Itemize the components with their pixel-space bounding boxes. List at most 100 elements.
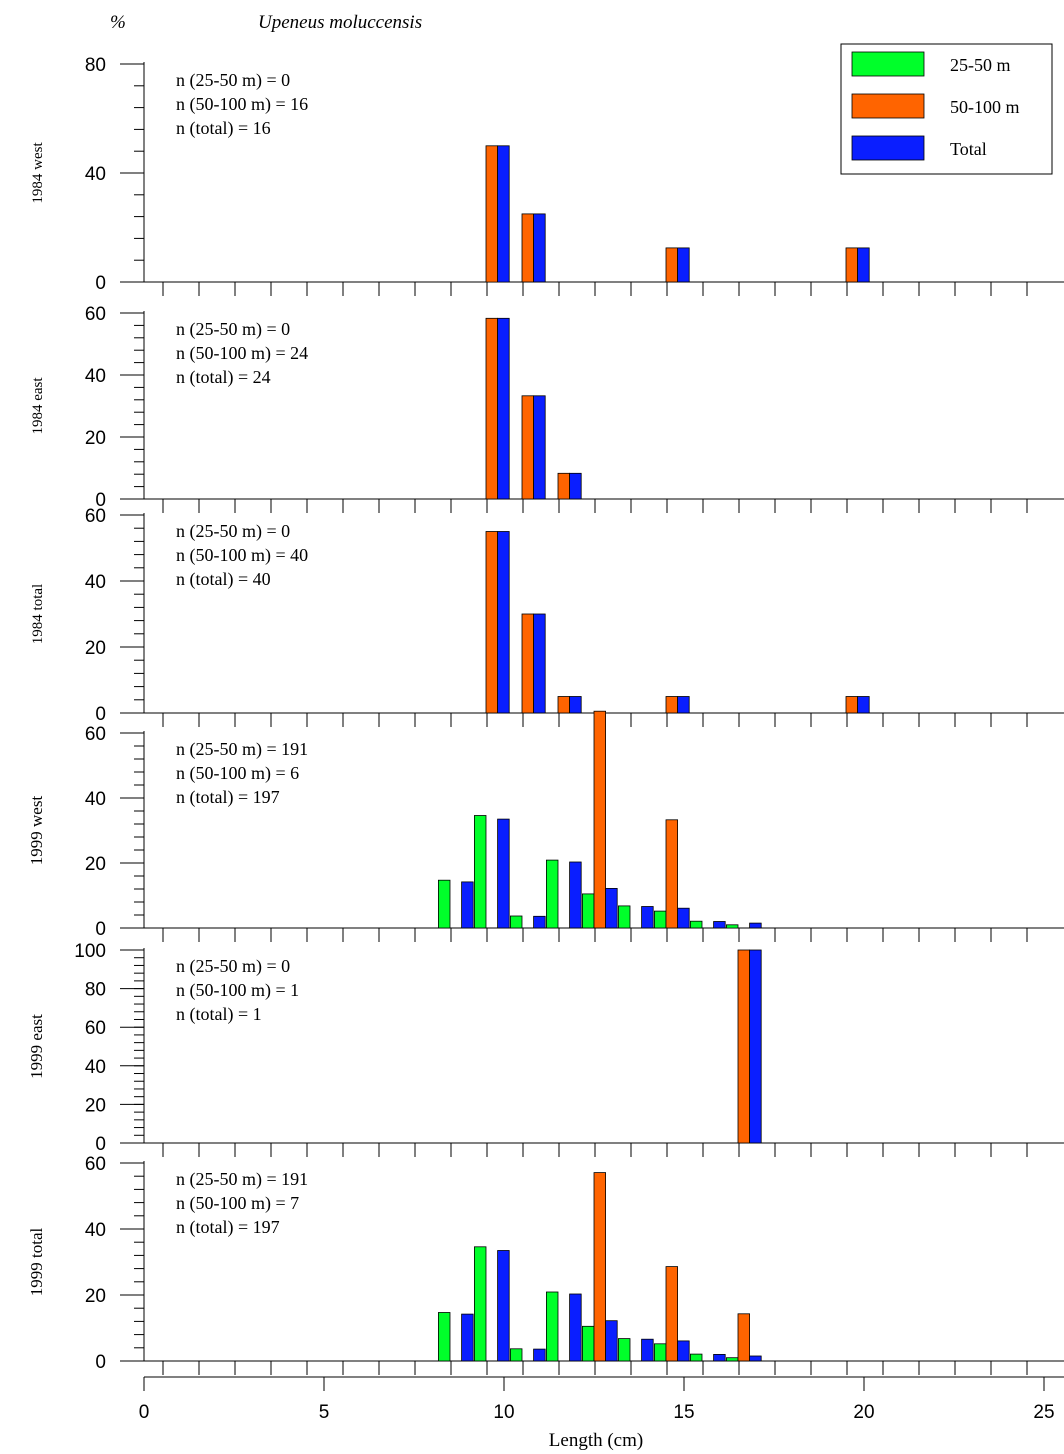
bar-total	[461, 881, 474, 929]
bar-25-50-m	[473, 815, 487, 929]
y-tick-label: 60	[85, 304, 106, 325]
bar-total	[497, 531, 510, 714]
bar-50-100-m	[593, 1172, 607, 1362]
bar-25-50-m	[618, 1338, 631, 1362]
bar-50-100-m	[557, 696, 571, 714]
x-tick-label: 15	[673, 1402, 694, 1423]
bar-25-50-m	[473, 1246, 487, 1362]
bar-25-50-m	[546, 1291, 559, 1362]
bar-25-50-m	[690, 1353, 703, 1362]
bar-25-50-m	[654, 1343, 667, 1362]
y-tick-label: 20	[85, 428, 106, 449]
bar-total	[857, 696, 870, 714]
count-label: n (50-100 m) = 6	[176, 763, 299, 784]
bar-total	[677, 907, 690, 929]
bar-25-50-m	[437, 879, 451, 929]
panel-5: 0 20 40 60 80 100 1999 east n (25-50 m) = 0 n (5…	[27, 941, 1064, 1157]
y-tick-label: 80	[85, 55, 106, 76]
bar-total	[497, 818, 510, 929]
y-axis-label: 1984 east	[30, 377, 46, 435]
bar-total	[533, 915, 546, 929]
bar-total	[533, 213, 546, 283]
panel-1: 0 40 80 1984 west n (25-50 m) = 0 n (50-100 m…	[30, 55, 1064, 296]
y-tick-label: 0	[95, 490, 106, 511]
bar-25-50-m	[509, 915, 523, 929]
bar-50-100-m	[665, 247, 679, 283]
y-axis-label: 1984 west	[30, 142, 46, 204]
bar-25-50-m	[726, 1357, 739, 1362]
bar-50-100-m	[665, 1266, 679, 1362]
percent-label: %	[110, 12, 126, 33]
bar-total	[713, 921, 726, 929]
bar-total	[749, 949, 762, 1144]
bar-total	[605, 1320, 618, 1362]
y-tick-label: 20	[85, 638, 106, 659]
count-label: n (total) = 24	[176, 367, 271, 388]
x-axis-label: Length (cm)	[549, 1430, 643, 1451]
count-label: n (total) = 197	[176, 787, 280, 808]
bar-25-50-m	[582, 1325, 595, 1362]
bar-total	[677, 696, 690, 714]
x-tick-label: 10	[493, 1402, 514, 1423]
y-tick-label: 80	[85, 980, 106, 1001]
y-tick-label: 20	[85, 1095, 106, 1116]
panel-4: 0 20 40 60 1999 west n (25-50 m) = 191 n (50-1…	[27, 710, 1064, 942]
bar-total	[497, 145, 510, 283]
y-axis-label: 1984 total	[30, 584, 46, 644]
y-tick-label: 60	[85, 724, 106, 745]
panel-6: 0 20 40 60 1999 total n (25-50 m) = 191 n (50-…	[27, 1154, 1064, 1375]
bar-total	[605, 888, 618, 929]
bar-total	[497, 317, 510, 500]
bar-50-100-m	[845, 696, 859, 714]
count-label: n (total) = 1	[176, 1004, 262, 1025]
y-tick-label: 0	[95, 273, 106, 294]
bar-25-50-m	[437, 1312, 451, 1362]
bar-total	[569, 861, 582, 929]
count-label: n (25-50 m) = 0	[176, 956, 290, 977]
species-title: Upeneus moluccensis	[258, 12, 422, 33]
bar-total	[677, 1340, 690, 1362]
count-label: n (50-100 m) = 16	[176, 94, 308, 115]
bar-50-100-m	[737, 949, 751, 1144]
panels: 0 40 80 1984 west n (25-50 m) = 0 n (50-100 m…	[27, 55, 1064, 1375]
bar-25-50-m	[726, 924, 739, 929]
bar-50-100-m	[593, 710, 607, 929]
bar-50-100-m	[665, 819, 679, 929]
bar-total	[533, 613, 546, 714]
bar-50-100-m	[521, 395, 535, 500]
bar-50-100-m	[737, 1313, 751, 1362]
legend: 25-50 m 50-100 m Total	[840, 43, 1053, 175]
legend-label: 50-100 m	[950, 97, 1020, 117]
count-label: n (total) = 16	[176, 118, 271, 139]
panel-3: 0 20 40 60 1984 total n (25-50 m) = 0 n (50-10…	[30, 506, 1064, 727]
x-tick-label: 5	[319, 1402, 330, 1423]
count-label: n (total) = 40	[176, 569, 271, 590]
y-tick-label: 40	[85, 789, 106, 810]
y-tick-label: 60	[85, 1018, 106, 1039]
y-tick-label: 0	[95, 919, 106, 940]
panel-2: 0 20 40 60 1984 east n (25-50 m) = 0 n (50-100…	[30, 304, 1064, 513]
x-tick-label: 25	[1033, 1402, 1054, 1423]
y-tick-label: 20	[85, 1286, 106, 1307]
y-axis-label: 1999 west	[27, 796, 46, 866]
y-tick-label: 40	[85, 366, 106, 387]
legend-label: Total	[950, 139, 987, 159]
y-tick-label: 40	[85, 1220, 106, 1241]
legend-swatch	[851, 135, 925, 161]
bar-50-100-m	[521, 613, 535, 714]
bar-total	[749, 1355, 762, 1362]
bar-total	[749, 922, 762, 929]
x-tick-label: 0	[139, 1402, 150, 1423]
count-label: n (25-50 m) = 0	[176, 521, 290, 542]
count-label: n (50-100 m) = 40	[176, 545, 308, 566]
y-axis-label: 1999 total	[27, 1227, 46, 1296]
bar-50-100-m	[521, 213, 535, 283]
x-tick-label: 20	[853, 1402, 874, 1423]
bar-total	[461, 1313, 474, 1362]
count-label: n (50-100 m) = 7	[176, 1193, 299, 1214]
bar-total	[641, 906, 654, 929]
y-tick-label: 40	[85, 1057, 106, 1078]
count-label: n (total) = 197	[176, 1217, 280, 1238]
bar-total	[533, 395, 546, 500]
